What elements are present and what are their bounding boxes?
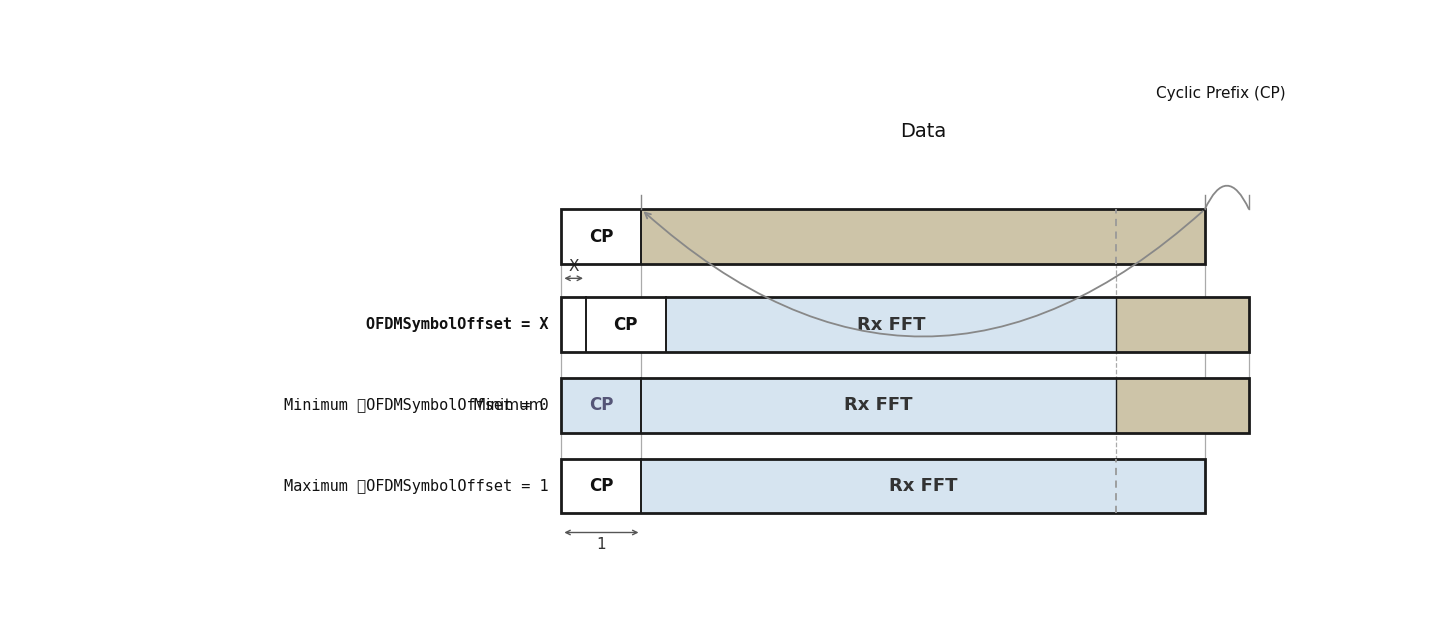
Bar (665, 297, 1116, 352)
Bar (561, 297, 585, 352)
Bar (561, 378, 641, 433)
Text: Data: Data (900, 122, 946, 141)
Bar (641, 378, 1116, 433)
Text: CP: CP (614, 316, 638, 334)
Text: Minimum: Minimum (472, 398, 548, 413)
Bar (1116, 378, 1249, 433)
Text: Rx FFT: Rx FFT (844, 396, 913, 415)
Text: Rx FFT: Rx FFT (889, 477, 957, 495)
Bar (641, 209, 1205, 264)
Bar (561, 459, 1205, 513)
Bar (561, 297, 1249, 352)
Text: Rx FFT: Rx FFT (857, 316, 924, 334)
Text: CP: CP (590, 477, 614, 495)
Text: Maximum ​OFDMSymbolOffset = 1: Maximum ​OFDMSymbolOffset = 1 (283, 479, 548, 494)
Text: CP: CP (590, 228, 614, 246)
Bar (1116, 297, 1249, 352)
Bar (561, 209, 1205, 264)
Text: Cyclic Prefix (CP): Cyclic Prefix (CP) (1156, 86, 1285, 101)
Bar (561, 209, 641, 264)
Bar (561, 459, 641, 513)
Bar (561, 378, 1249, 433)
Bar (585, 297, 665, 352)
Text: 1: 1 (597, 537, 607, 552)
Text: X: X (568, 259, 580, 274)
Text: OFDMSymbolOffset = X: OFDMSymbolOffset = X (366, 317, 548, 332)
Text: Minimum ​OFDMSymbolOffset = 0: Minimum ​OFDMSymbolOffset = 0 (283, 398, 548, 413)
Bar (641, 459, 1205, 513)
Text: CP: CP (590, 396, 614, 415)
